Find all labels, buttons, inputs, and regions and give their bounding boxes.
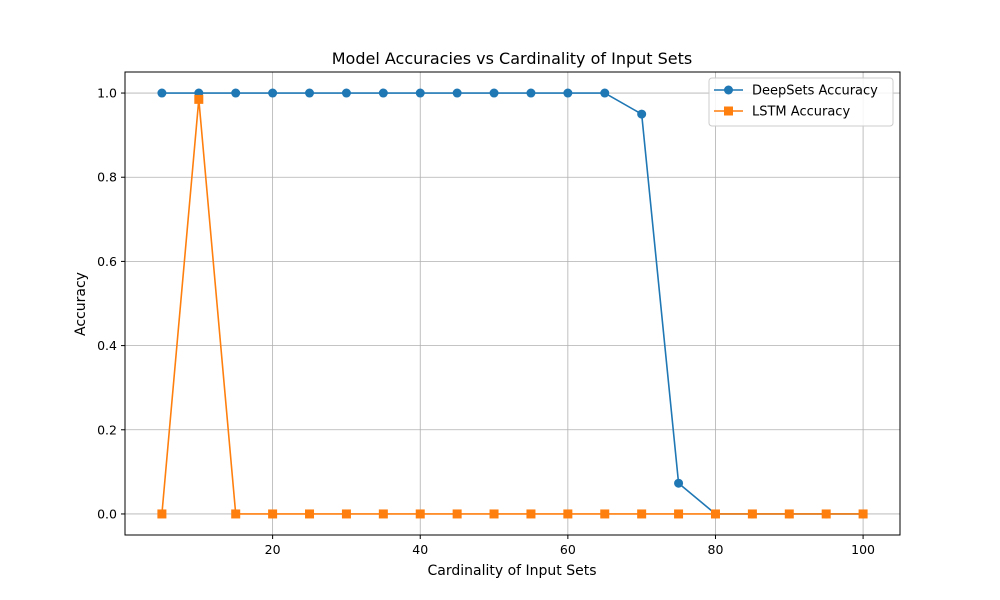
legend-marker (724, 106, 733, 116)
data-point-lstm-accuracy (784, 509, 794, 519)
y-tick-label: 1.0 (97, 86, 117, 101)
plot-frame (124, 71, 901, 536)
series-layer (157, 88, 868, 519)
x-tick-label: 100 (851, 542, 875, 557)
legend: DeepSets Accuracy LSTM Accuracy (708, 77, 894, 127)
data-point-lstm-accuracy (747, 509, 757, 519)
legend-item-lstm-accuracy: LSTM Accuracy (714, 105, 850, 120)
data-point-lstm-accuracy (821, 509, 831, 519)
data-point-lstm-accuracy (341, 509, 351, 519)
data-point-deepsets-accuracy (378, 88, 388, 98)
data-point-deepsets-accuracy (489, 88, 499, 98)
axis-ticks: 20 40 60 80 100 0.0 0.2 0.4 0.6 0.8 1.0 (97, 86, 875, 557)
x-tick-label: 60 (560, 542, 576, 557)
data-point-deepsets-accuracy (341, 88, 351, 98)
data-point-lstm-accuracy (600, 509, 610, 519)
data-point-deepsets-accuracy (637, 109, 647, 119)
legend-item-deepsets-accuracy: DeepSets Accuracy (714, 84, 878, 99)
data-point-deepsets-accuracy (268, 88, 278, 98)
y-axis-label: Accuracy (73, 272, 89, 336)
data-point-lstm-accuracy (231, 509, 241, 519)
series-line-lstm-accuracy (161, 98, 864, 515)
data-point-deepsets-accuracy (674, 478, 684, 488)
data-point-deepsets-accuracy (415, 88, 425, 98)
data-point-deepsets-accuracy (563, 88, 573, 98)
data-point-lstm-accuracy (563, 509, 573, 519)
y-tick-label: 0.8 (97, 170, 117, 185)
legend-label: LSTM Accuracy (752, 105, 850, 120)
chart-title: Model Accuracies vs Cardinality of Input… (332, 49, 692, 68)
data-point-deepsets-accuracy (526, 88, 536, 98)
data-point-lstm-accuracy (378, 509, 388, 519)
data-point-deepsets-accuracy (600, 88, 610, 98)
y-tick-label: 0.2 (97, 422, 117, 437)
data-point-lstm-accuracy (526, 509, 536, 519)
data-point-deepsets-accuracy (231, 88, 241, 98)
x-axis-label: Cardinality of Input Sets (427, 563, 596, 579)
data-point-deepsets-accuracy (157, 88, 167, 98)
data-point-lstm-accuracy (489, 509, 499, 519)
legend-marker (724, 85, 733, 95)
y-tick-label: 0.0 (97, 506, 117, 521)
legend-box (708, 77, 894, 127)
x-tick-label: 20 (265, 542, 281, 557)
data-point-lstm-accuracy (858, 509, 868, 519)
legend-label: DeepSets Accuracy (752, 84, 878, 99)
data-point-lstm-accuracy (194, 94, 204, 104)
data-point-deepsets-accuracy (305, 88, 315, 98)
y-tick-label: 0.4 (97, 338, 117, 353)
data-point-lstm-accuracy (452, 509, 462, 519)
data-point-lstm-accuracy (637, 509, 647, 519)
data-point-lstm-accuracy (674, 509, 684, 519)
data-point-deepsets-accuracy (452, 88, 462, 98)
data-point-lstm-accuracy (305, 509, 315, 519)
data-point-lstm-accuracy (710, 509, 720, 519)
data-point-lstm-accuracy (157, 509, 167, 519)
y-tick-label: 0.6 (97, 254, 117, 269)
x-tick-label: 40 (412, 542, 428, 557)
series-lstm-accuracy (157, 94, 868, 519)
data-point-lstm-accuracy (415, 509, 425, 519)
data-point-lstm-accuracy (268, 509, 278, 519)
x-tick-label: 80 (708, 542, 724, 557)
